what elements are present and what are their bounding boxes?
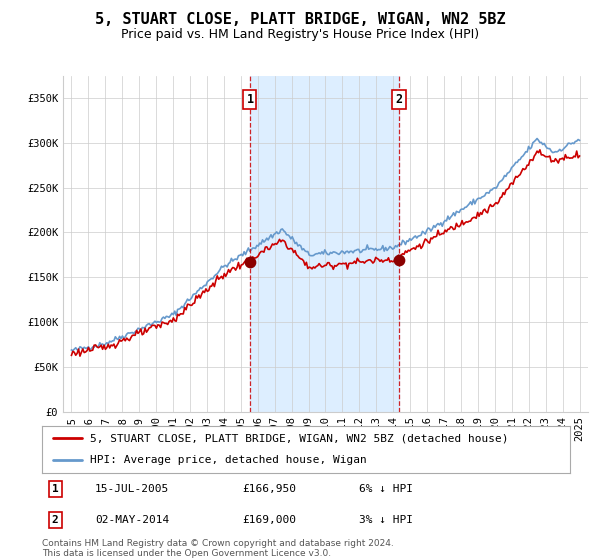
- Point: [245, 258, 255, 267]
- Text: 6% ↓ HPI: 6% ↓ HPI: [359, 484, 413, 494]
- Text: 2: 2: [395, 92, 403, 106]
- Point: [394, 256, 404, 265]
- Text: £169,000: £169,000: [242, 515, 296, 525]
- Bar: [250, 76, 399, 412]
- Text: 2: 2: [52, 515, 59, 525]
- Text: 3% ↓ HPI: 3% ↓ HPI: [359, 515, 413, 525]
- Text: 02-MAY-2014: 02-MAY-2014: [95, 515, 169, 525]
- Text: 1: 1: [247, 92, 254, 106]
- Text: Contains HM Land Registry data © Crown copyright and database right 2024.
This d: Contains HM Land Registry data © Crown c…: [42, 539, 394, 558]
- Text: Price paid vs. HM Land Registry's House Price Index (HPI): Price paid vs. HM Land Registry's House …: [121, 28, 479, 41]
- Text: 1: 1: [52, 484, 59, 494]
- Text: £166,950: £166,950: [242, 484, 296, 494]
- Text: HPI: Average price, detached house, Wigan: HPI: Average price, detached house, Wiga…: [89, 455, 366, 465]
- Text: 15-JUL-2005: 15-JUL-2005: [95, 484, 169, 494]
- Text: 5, STUART CLOSE, PLATT BRIDGE, WIGAN, WN2 5BZ: 5, STUART CLOSE, PLATT BRIDGE, WIGAN, WN…: [95, 12, 505, 27]
- Text: 5, STUART CLOSE, PLATT BRIDGE, WIGAN, WN2 5BZ (detached house): 5, STUART CLOSE, PLATT BRIDGE, WIGAN, WN…: [89, 433, 508, 444]
